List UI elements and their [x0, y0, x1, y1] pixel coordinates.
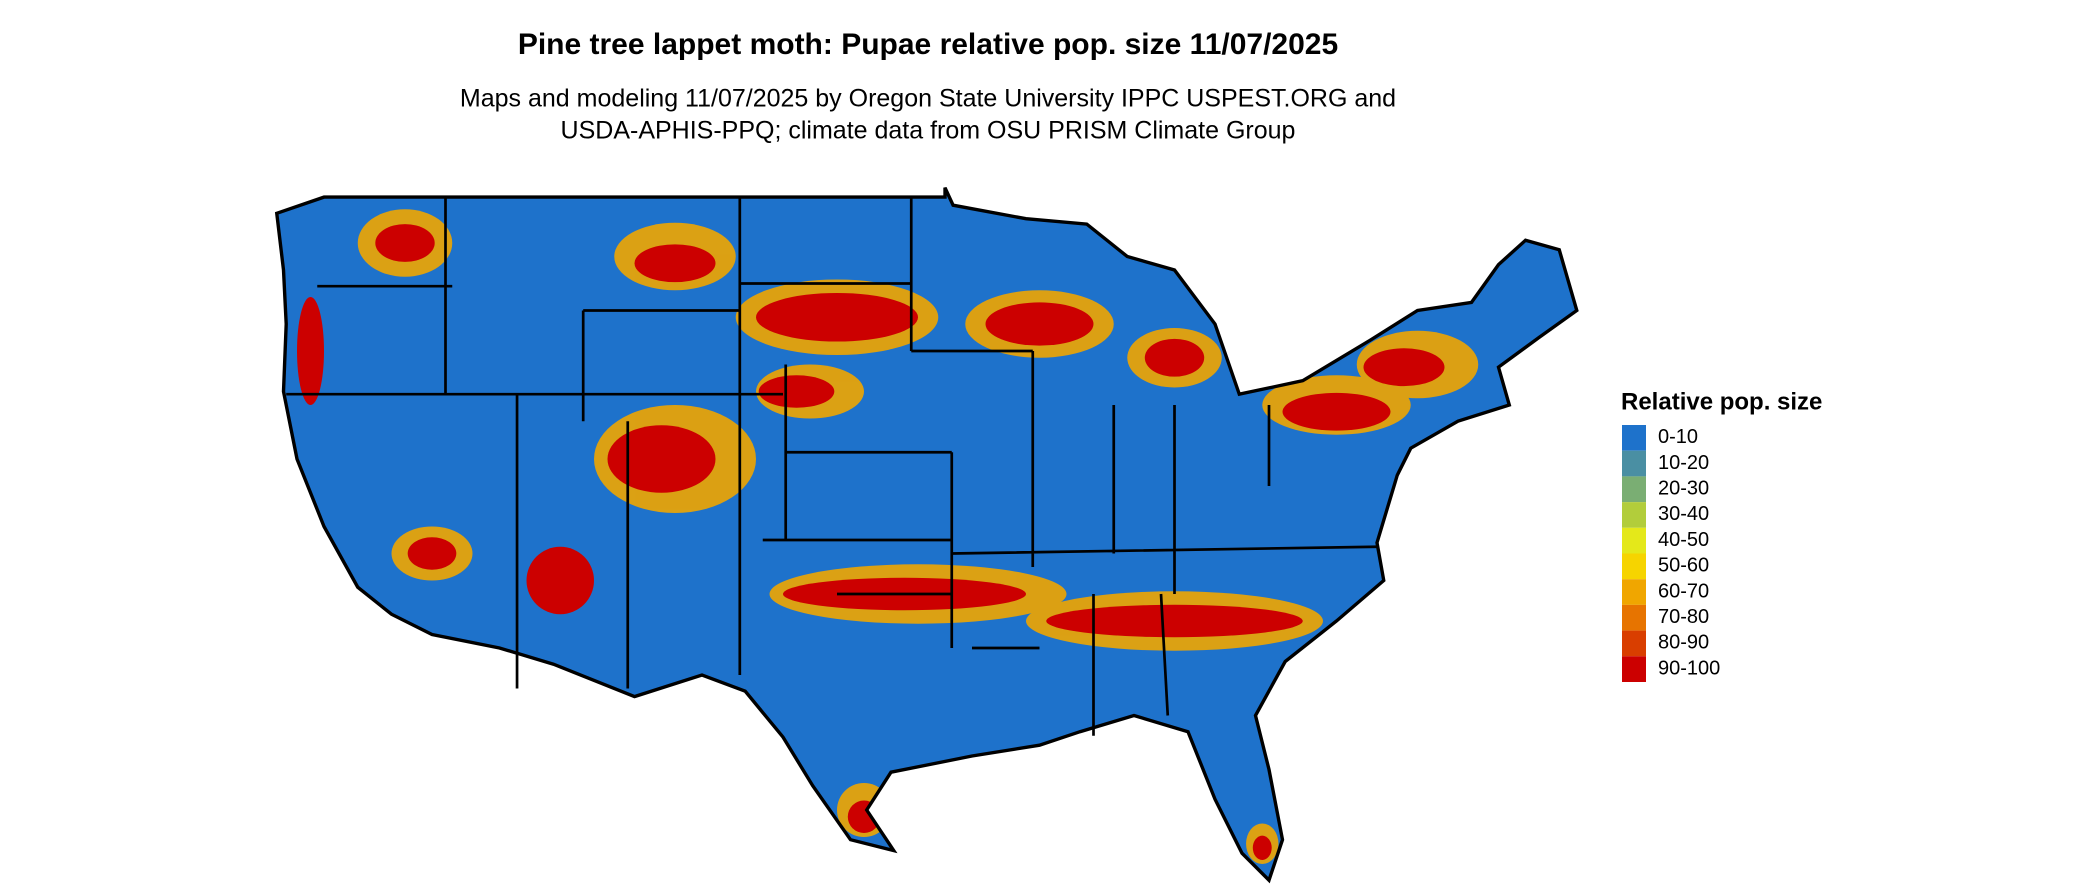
map-subtitle: Maps and modeling 11/07/2025 by Oregon S… [460, 85, 1396, 113]
map-subtitle: USDA-APHIS-PPQ; climate data from OSU PR… [561, 117, 1296, 145]
legend-label: 60-70 [1658, 580, 1709, 602]
legend-swatch [1622, 553, 1646, 580]
legend-label: 30-40 [1658, 503, 1709, 525]
map [274, 186, 1579, 884]
legend-swatch [1622, 425, 1646, 451]
legend-label: 0-10 [1658, 426, 1698, 448]
legend-label: 20-30 [1658, 478, 1709, 500]
legend-swatch [1622, 502, 1646, 528]
legend-swatch [1622, 476, 1646, 503]
legend-swatch [1622, 579, 1646, 605]
legend-swatch [1622, 450, 1646, 477]
legend-label: 80-90 [1658, 632, 1709, 654]
legend: Relative pop. size 0-10 10-20 20-30 30-40 40… [1621, 388, 1822, 682]
legend-label: 10-20 [1658, 452, 1709, 474]
legend-swatch [1622, 656, 1646, 682]
legend-title: Relative pop. size [1621, 388, 1822, 415]
legend-swatch [1622, 630, 1646, 657]
legend-label: 90-100 [1658, 657, 1720, 679]
legend-swatch [1622, 604, 1646, 631]
map-title: Pine tree lappet moth: Pupae relative po… [518, 28, 1338, 61]
legend-swatch [1622, 527, 1646, 554]
legend-label: 40-50 [1658, 529, 1709, 551]
legend-label: 50-60 [1658, 555, 1709, 577]
legend-label: 70-80 [1658, 606, 1709, 628]
